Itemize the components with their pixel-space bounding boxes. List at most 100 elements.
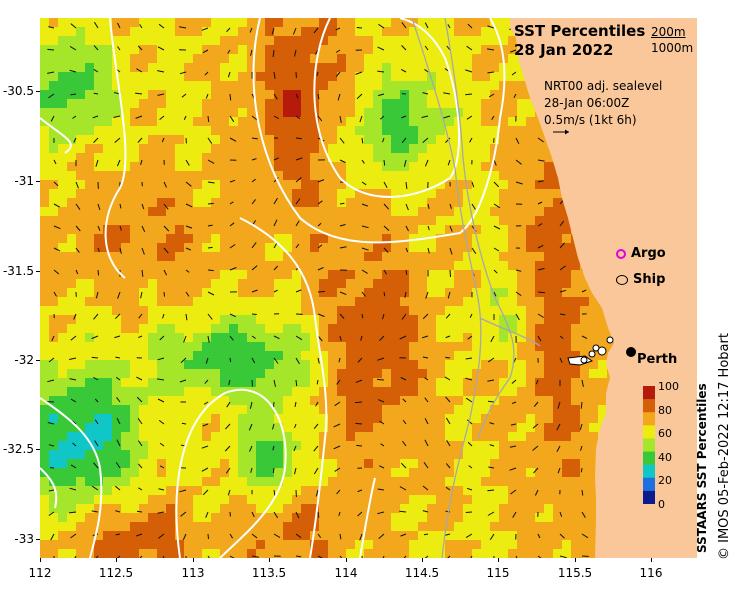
sst-cell	[418, 486, 428, 496]
sst-cell	[409, 378, 419, 388]
sst-cell	[274, 108, 284, 118]
sst-cell	[328, 117, 338, 127]
current-vector	[511, 379, 517, 384]
sst-cell	[256, 405, 266, 415]
current-vector	[273, 289, 278, 293]
sst-cell	[310, 135, 320, 145]
sst-cell	[319, 540, 329, 550]
sst-cell	[373, 36, 383, 46]
sst-cell	[103, 117, 113, 127]
sst-cell	[85, 171, 95, 181]
sst-cell	[508, 441, 518, 451]
current-vector	[360, 335, 363, 341]
sst-cell	[355, 126, 365, 136]
sst-cell	[112, 414, 122, 424]
sst-cell	[409, 261, 419, 271]
sst-cell	[40, 378, 50, 388]
sst-cell	[292, 207, 302, 217]
sst-cell	[481, 351, 491, 361]
sst-cell	[562, 324, 572, 334]
sst-cell	[337, 432, 347, 442]
sst-cell	[454, 540, 464, 550]
sst-cell	[490, 333, 500, 343]
sst-cell	[364, 450, 374, 460]
sst-cell	[382, 117, 392, 127]
sst-cell	[130, 432, 140, 442]
sst-cell	[229, 81, 239, 91]
sst-cell	[292, 180, 302, 190]
sst-cell	[94, 198, 104, 208]
sst-cell	[274, 513, 284, 523]
sst-cell	[508, 432, 518, 442]
sst-cell	[193, 126, 203, 136]
sst-cell	[193, 207, 203, 217]
current-vector	[95, 291, 99, 299]
current-vector	[532, 445, 539, 451]
sst-cell	[229, 486, 239, 496]
current-vector	[251, 115, 258, 121]
sst-cell	[517, 135, 527, 145]
sst-cell	[400, 252, 410, 262]
sst-cell	[157, 162, 167, 172]
current-vector	[163, 247, 169, 254]
sst-cell	[427, 126, 437, 136]
sst-cell	[58, 198, 68, 208]
sst-cell	[427, 459, 437, 469]
sst-cell	[193, 243, 203, 253]
current-vector	[465, 533, 473, 539]
sst-cell	[301, 153, 311, 163]
sst-cell	[391, 189, 401, 199]
sst-cell	[571, 342, 581, 352]
current-vector	[70, 93, 77, 96]
sst-cell	[121, 486, 131, 496]
sst-cell	[319, 405, 329, 415]
credit-text: © IMOS 05-Feb-2022 12:17 Hobart	[717, 333, 732, 560]
sst-cell	[535, 441, 545, 451]
current-vector	[50, 115, 55, 122]
current-vector	[273, 265, 279, 271]
sst-cell	[364, 441, 374, 451]
current-vector	[317, 533, 322, 538]
current-vector	[157, 398, 165, 403]
sst-cell	[175, 144, 185, 154]
sst-cell	[472, 405, 482, 415]
sst-cell	[445, 549, 455, 558]
sst-cell	[211, 144, 221, 154]
sst-cell	[436, 477, 446, 487]
current-vector	[75, 269, 79, 275]
sst-cell	[166, 18, 176, 28]
current-vector	[229, 201, 234, 205]
sst-cell	[247, 63, 257, 73]
sst-cell	[103, 171, 113, 181]
sst-cell	[166, 234, 176, 244]
current-vector	[294, 467, 297, 475]
sst-cell	[292, 108, 302, 118]
sst-cell	[283, 369, 293, 379]
sst-cell	[256, 135, 266, 145]
sst-cell	[364, 396, 374, 406]
sst-cell	[463, 378, 473, 388]
sst-cell	[184, 117, 194, 127]
sst-cell	[328, 477, 338, 487]
sst-cell	[418, 522, 428, 532]
sst-cell	[472, 387, 482, 397]
sst-cell	[382, 36, 392, 46]
current-vector	[423, 462, 429, 469]
sst-cell	[436, 441, 446, 451]
sst-cell	[544, 486, 554, 496]
sst-cell	[85, 333, 95, 343]
sst-cell	[229, 99, 239, 109]
sst-cell	[373, 27, 383, 37]
sst-cell	[157, 441, 167, 451]
sst-cell	[463, 279, 473, 289]
sst-cell	[175, 36, 185, 46]
sst-cell	[103, 531, 113, 541]
sst-cell	[292, 486, 302, 496]
sst-cell	[409, 63, 419, 73]
sst-cell	[517, 405, 527, 415]
current-vector	[159, 442, 165, 447]
sst-cell	[409, 495, 419, 505]
sst-cell	[148, 45, 158, 55]
sst-cell	[472, 504, 482, 514]
current-vector	[493, 555, 495, 558]
